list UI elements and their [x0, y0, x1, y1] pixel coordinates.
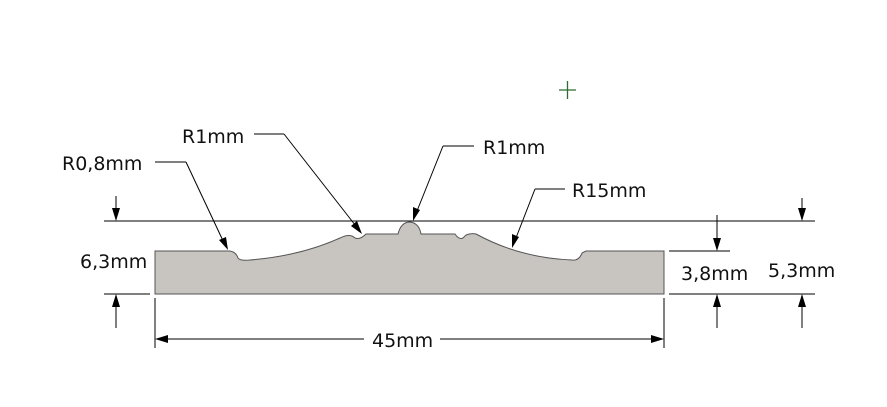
label-height-right: 5,3mm [768, 260, 835, 282]
crosshair-icon [559, 81, 576, 99]
dimension-width [154, 298, 665, 348]
leader-r-center [413, 145, 474, 221]
label-r-small-left: R0,8mm [62, 153, 142, 175]
label-r-left: R1mm [182, 126, 244, 148]
label-r-center: R1mm [483, 137, 545, 159]
label-height-base: 3,8mm [681, 263, 748, 285]
profile-shape [154, 221, 665, 295]
label-width: 45mm [372, 330, 433, 352]
leader-r-large [512, 188, 565, 248]
label-height-left: 6,3mm [80, 251, 147, 273]
leader-r-small-left [155, 161, 228, 250]
dimension-height-right [798, 198, 806, 328]
leader-r-left [254, 133, 362, 234]
dimension-height-left [112, 196, 120, 328]
dimension-height-base [713, 215, 721, 328]
label-r-large: R15mm [572, 180, 646, 202]
